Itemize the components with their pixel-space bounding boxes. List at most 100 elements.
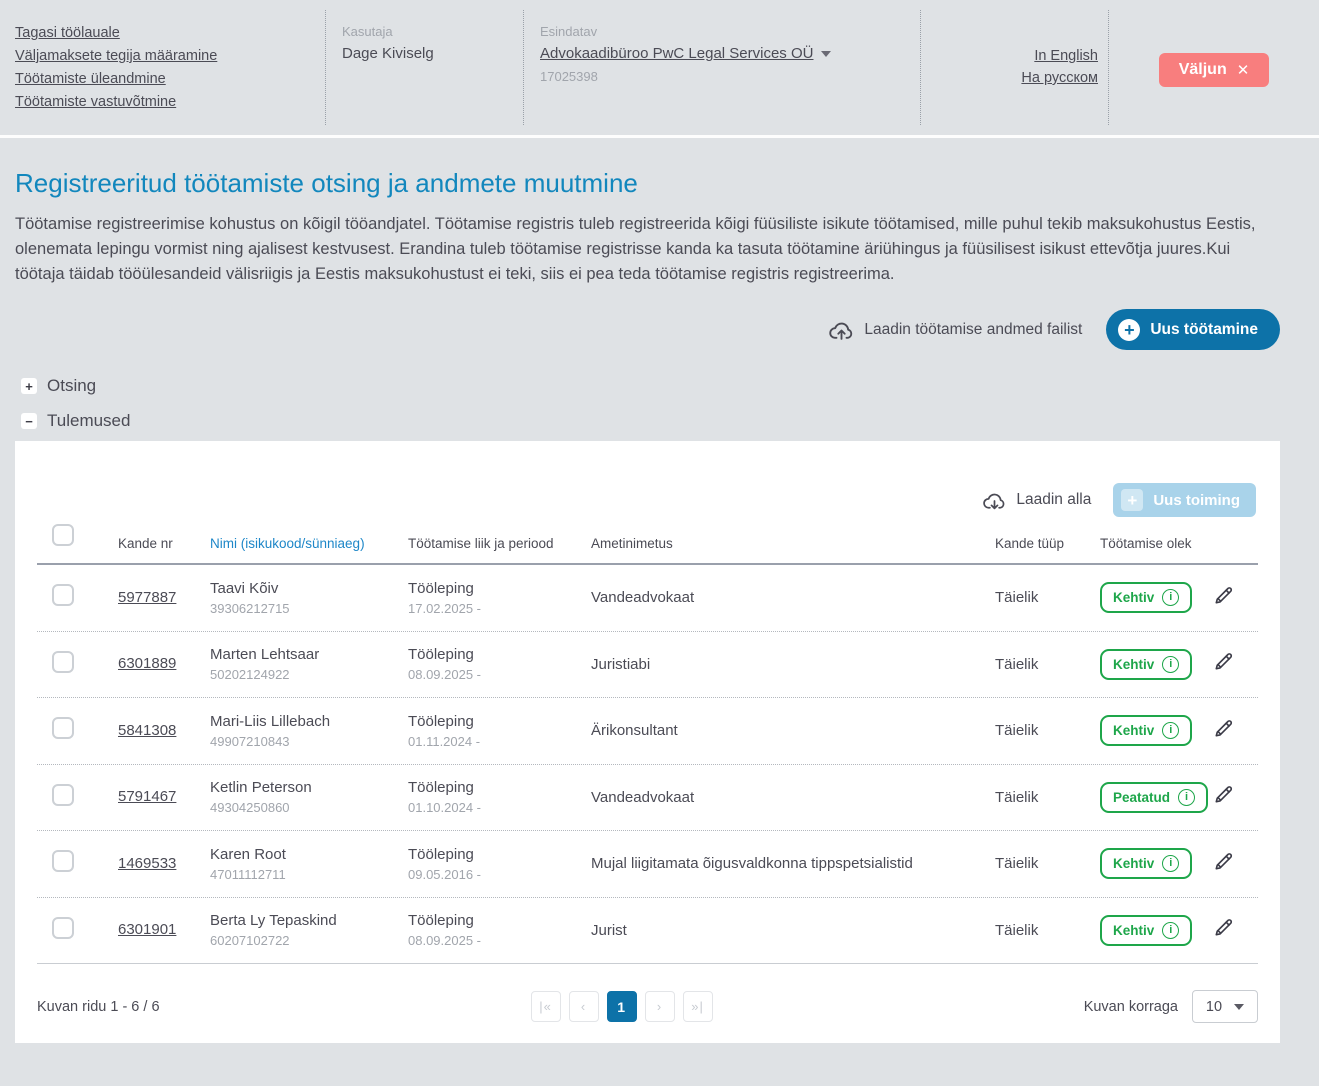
page-title: Registreeritud töötamiste otsing ja andm… bbox=[15, 168, 638, 198]
person-code: 47011112711 bbox=[210, 866, 286, 882]
nav-link-back-to-desktop[interactable]: Tagasi töölauale bbox=[15, 25, 120, 41]
job-title: Vandeadvokaat bbox=[591, 788, 695, 806]
info-icon[interactable]: i bbox=[1162, 655, 1180, 673]
edit-button[interactable] bbox=[1212, 717, 1235, 740]
per-page-control: Kuvan korraga 10 bbox=[1084, 990, 1258, 1023]
row-checkbox[interactable] bbox=[52, 717, 74, 740]
table-row: 6301889 Marten Lehtsaar 50202124922 Tööl… bbox=[37, 632, 1258, 698]
upload-from-file-label: Laadin töötamise andmed failist bbox=[864, 320, 1083, 338]
new-action-button[interactable]: + Uus toiming bbox=[1113, 483, 1256, 517]
employment-period: 08.09.2025 - bbox=[408, 933, 482, 949]
new-employment-button[interactable]: + Uus töötamine bbox=[1106, 309, 1280, 350]
representative-name: Advokaadibüroo PwC Legal Services OÜ bbox=[540, 45, 814, 62]
download-link[interactable]: Laadin alla bbox=[982, 489, 1091, 512]
edit-button[interactable] bbox=[1212, 584, 1235, 607]
pagination-first-button[interactable]: |« bbox=[530, 991, 561, 1022]
lang-link-russian[interactable]: На русском bbox=[1021, 70, 1098, 86]
status-badge: Kehtiv i bbox=[1100, 648, 1193, 680]
upload-from-file-link[interactable]: Laadin töötamise andmed failist bbox=[828, 318, 1082, 342]
representative-selector[interactable]: Advokaadibüroo PwC Legal Services OÜ bbox=[540, 45, 832, 62]
language-switcher: In English На русском bbox=[921, 0, 1108, 135]
accordion-search[interactable]: + Otsing bbox=[21, 376, 96, 396]
row-checkbox[interactable] bbox=[52, 783, 74, 806]
col-header-nimi[interactable]: Nimi (isikukood/sünniaeg) bbox=[210, 536, 365, 551]
info-icon[interactable]: i bbox=[1162, 921, 1180, 939]
new-employment-label: Uus töötamine bbox=[1150, 320, 1258, 338]
person-code: 50202124922 bbox=[210, 667, 290, 683]
nav-link-employment-receive[interactable]: Töötamiste vastuvõtmine bbox=[15, 94, 177, 110]
employment-type: Tööleping bbox=[408, 646, 474, 664]
table-row: 5977887 Taavi Kõiv 39306212715 Tööleping… bbox=[37, 565, 1258, 632]
info-icon[interactable]: i bbox=[1178, 788, 1196, 806]
pencil-icon bbox=[1215, 719, 1233, 737]
record-number-link[interactable]: 5977887 bbox=[118, 588, 177, 606]
person-name: Taavi Kõiv bbox=[210, 579, 279, 597]
close-icon: ✕ bbox=[1236, 62, 1250, 79]
job-title: Mujal liigitamata õigusvaldkonna tippspe… bbox=[591, 855, 913, 873]
record-number-link[interactable]: 1469533 bbox=[118, 854, 177, 872]
nav-link-payout-assignee[interactable]: Väljamaksete tegija määramine bbox=[15, 48, 218, 64]
employment-period: 08.09.2025 - bbox=[408, 667, 482, 683]
page-intro: Töötamise registreerimise kohustus on kõ… bbox=[15, 215, 1256, 283]
status-badge: Peatatud i bbox=[1100, 781, 1209, 813]
per-page-select[interactable]: 10 bbox=[1192, 990, 1258, 1023]
accordion-results-label: Tulemused bbox=[47, 411, 131, 430]
edit-button[interactable] bbox=[1212, 650, 1235, 673]
table-row: 5791467 Ketlin Peterson 49304250860 Tööl… bbox=[37, 765, 1258, 831]
person-name: Ketlin Peterson bbox=[210, 779, 312, 797]
pencil-icon bbox=[1215, 852, 1233, 870]
info-icon[interactable]: i bbox=[1162, 722, 1180, 740]
person-code: 60207102722 bbox=[210, 933, 290, 949]
status-label: Kehtiv bbox=[1113, 922, 1155, 938]
select-all-checkbox[interactable] bbox=[52, 523, 74, 546]
pagination-page-1-button[interactable]: 1 bbox=[606, 991, 637, 1022]
record-type: Täielik bbox=[995, 788, 1039, 806]
row-checkbox[interactable] bbox=[52, 916, 74, 939]
record-number-link[interactable]: 6301901 bbox=[118, 921, 177, 939]
person-name: Berta Ly Tepaskind bbox=[210, 912, 337, 930]
logout-label: Väljun bbox=[1178, 61, 1227, 78]
table-row: 5841308 Mari-Liis Lillebach 49907210843 … bbox=[37, 698, 1258, 765]
results-card: Laadin alla + Uus toiming Kande nr Nimi … bbox=[15, 441, 1280, 1043]
new-action-label: Uus toiming bbox=[1153, 491, 1240, 509]
pencil-icon bbox=[1215, 919, 1233, 936]
record-number-link[interactable]: 5791467 bbox=[118, 788, 177, 806]
header-divider bbox=[1108, 10, 1109, 125]
record-number-link[interactable]: 5841308 bbox=[118, 721, 177, 739]
status-badge: Kehtiv i bbox=[1100, 848, 1193, 880]
info-icon[interactable]: i bbox=[1162, 855, 1180, 873]
pagination-last-button[interactable]: »| bbox=[682, 991, 713, 1022]
edit-button[interactable] bbox=[1212, 850, 1235, 873]
edit-button[interactable] bbox=[1212, 783, 1235, 806]
lang-link-english[interactable]: In English bbox=[1034, 48, 1098, 64]
employment-period: 01.10.2024 - bbox=[408, 800, 482, 816]
accordion-results[interactable]: − Tulemused bbox=[21, 411, 130, 431]
employment-type: Tööleping bbox=[408, 579, 474, 597]
person-code: 49304250860 bbox=[210, 800, 290, 816]
person-name: Mari-Liis Lillebach bbox=[210, 712, 331, 730]
employment-period: 09.05.2016 - bbox=[408, 866, 482, 882]
col-header-liik-periood: Töötamise liik ja periood bbox=[408, 536, 554, 551]
row-checkbox[interactable] bbox=[52, 584, 74, 607]
pagination-prev-button[interactable]: ‹ bbox=[568, 991, 599, 1022]
person-code: 49907210843 bbox=[210, 733, 290, 749]
results-actions: Laadin alla + Uus toiming bbox=[15, 441, 1280, 517]
cloud-download-icon bbox=[983, 493, 1005, 509]
edit-button[interactable] bbox=[1212, 916, 1235, 939]
row-checkbox[interactable] bbox=[52, 650, 74, 673]
record-number-link[interactable]: 6301889 bbox=[118, 655, 177, 673]
status-badge: Kehtiv i bbox=[1100, 582, 1193, 614]
nav-link-employment-transfer[interactable]: Töötamiste üleandmine bbox=[15, 71, 166, 87]
download-label: Laadin alla bbox=[1016, 491, 1092, 508]
chevron-down-icon bbox=[821, 50, 832, 57]
representative-label: Esindatav bbox=[540, 24, 598, 39]
employment-type: Tööleping bbox=[408, 912, 474, 930]
user-name: Dage Kiviselg bbox=[342, 45, 434, 62]
status-badge: Kehtiv i bbox=[1100, 715, 1193, 747]
cloud-upload-icon bbox=[829, 322, 853, 340]
pagination-next-button[interactable]: › bbox=[644, 991, 675, 1022]
per-page-label: Kuvan korraga bbox=[1083, 998, 1178, 1015]
info-icon[interactable]: i bbox=[1162, 589, 1180, 607]
row-checkbox[interactable] bbox=[52, 850, 74, 873]
logout-button[interactable]: Väljun ✕ bbox=[1158, 53, 1270, 87]
